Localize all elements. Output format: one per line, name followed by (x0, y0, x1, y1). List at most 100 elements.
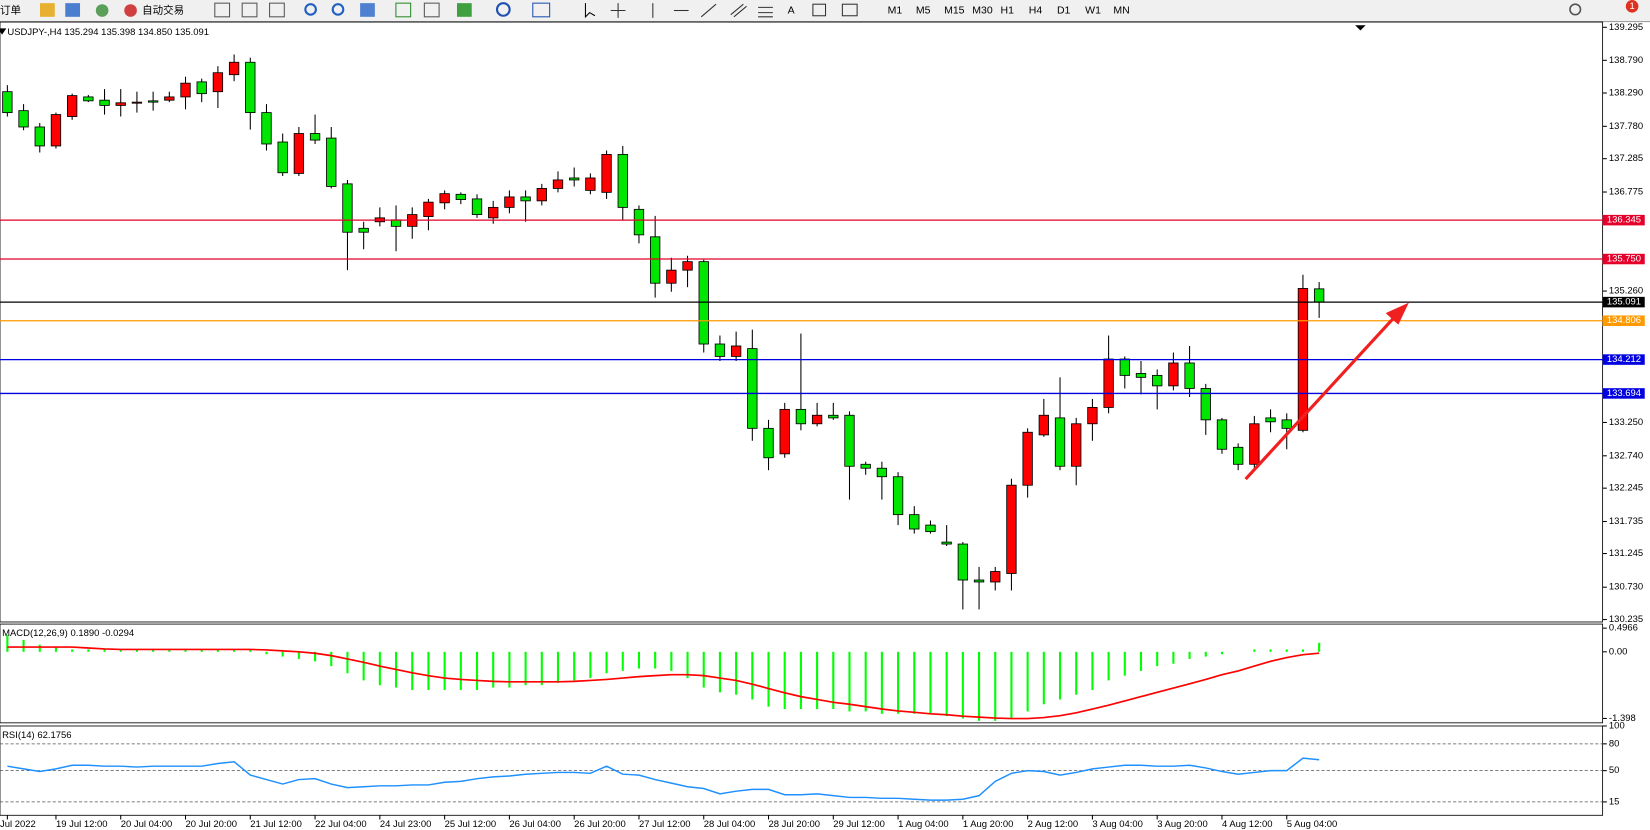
candle-body (326, 137, 337, 187)
timeframe-button[interactable]: M15 (944, 4, 965, 16)
timeframe-button[interactable]: MN (1113, 4, 1129, 16)
candle-body (973, 579, 985, 583)
arrows-tool[interactable] (841, 3, 858, 17)
timeframe-button[interactable]: W1 (1085, 4, 1101, 16)
fibo-tool[interactable] (758, 6, 773, 18)
candle-body (925, 524, 936, 533)
candle-body (941, 541, 952, 545)
y-tick-label: -1.398 (1609, 713, 1636, 724)
timeframe-button[interactable]: M30 (972, 4, 993, 16)
candle-body (115, 102, 126, 106)
icon[interactable] (65, 3, 81, 17)
auto-trade-button[interactable]: 自动交易 (142, 3, 184, 16)
icon[interactable] (423, 2, 440, 18)
candle-body (520, 196, 531, 202)
candle-body (1103, 358, 1114, 408)
rsi-title: RSI(14) 62.1756 (2, 730, 71, 741)
candle-body (569, 177, 580, 181)
candle-body (439, 193, 450, 204)
timeframe-button[interactable]: M5 (916, 4, 931, 16)
candle-body (1200, 388, 1211, 421)
candle-body (309, 133, 321, 141)
candle-body (1265, 417, 1276, 423)
candle-body (585, 177, 596, 191)
candle-body (471, 198, 483, 216)
candle-body (990, 571, 1001, 583)
x-tick-label: 25 Jul 12:00 (445, 819, 497, 830)
candle-body (342, 183, 353, 233)
candle-body (1313, 288, 1325, 303)
macd-title: MACD(12,26,9) 0.1890 -0.0294 (2, 628, 134, 639)
icon[interactable] (395, 2, 412, 18)
price-level-label: 135.091 (1607, 297, 1641, 308)
icon[interactable] (95, 4, 109, 17)
arrow-head (1385, 302, 1409, 325)
candle-body (779, 408, 790, 455)
timeframe-button[interactable]: H1 (1001, 4, 1015, 16)
main-panel (0, 21, 1604, 623)
x-tick-label: 1 Aug 20:00 (963, 819, 1014, 830)
y-tick-label: 135.260 (1609, 286, 1643, 297)
new-order-button[interactable]: 订单 (0, 4, 21, 16)
candle-body (228, 61, 240, 76)
price-level-tag (1602, 388, 1645, 399)
zoom-out[interactable] (331, 3, 345, 16)
y-tick-label: 132.245 (1609, 483, 1643, 494)
candle-body (83, 96, 94, 102)
timeframe-button[interactable]: M1 (888, 4, 903, 16)
templates-button[interactable] (532, 2, 551, 18)
macd-signal-line (7, 646, 1320, 720)
candle-body (358, 227, 369, 233)
zoom-in[interactable] (304, 3, 317, 16)
candle-body (488, 206, 499, 219)
chart-title: USDJPY-,H4 135.294 135.398 134.850 135.0… (7, 27, 209, 38)
trendline-tool[interactable] (700, 3, 717, 18)
auto-trade-icon[interactable] (124, 4, 137, 17)
candle-body (50, 114, 62, 147)
icon[interactable] (214, 2, 231, 18)
y-tick-label: 0.4966 (1609, 623, 1638, 634)
x-tick-label: 21 Jul 12:00 (250, 819, 302, 830)
y-tick-label: 132.740 (1609, 450, 1643, 461)
text-tool[interactable]: A (788, 4, 795, 16)
x-tick-label: 28 Jul 04:00 (704, 819, 756, 830)
periods-button[interactable] (495, 2, 511, 17)
candle-body (196, 81, 207, 95)
icon[interactable] (269, 2, 285, 18)
crosshair-tool[interactable] (610, 3, 626, 18)
price-level-tag (1602, 253, 1645, 265)
x-tick-label: 3 Aug 04:00 (1092, 819, 1143, 830)
channel-tool[interactable] (730, 3, 747, 18)
candle-body (277, 141, 288, 174)
x-tick-label: 19 Jul 12:00 (56, 819, 108, 830)
icon[interactable] (360, 3, 375, 17)
candle-body (552, 179, 564, 189)
y-tick-label: 80 (1609, 738, 1620, 749)
rsi-line (7, 757, 1320, 801)
icon[interactable] (241, 2, 258, 18)
timeframe-button[interactable]: D1 (1057, 4, 1071, 16)
y-tick-label: 0.00 (1609, 646, 1627, 657)
search-button[interactable] (1569, 3, 1582, 16)
candle-body (2, 91, 13, 114)
y-tick-label: 130.235 (1609, 614, 1643, 625)
icon[interactable] (40, 3, 55, 17)
candle-body (649, 236, 661, 284)
x-tick-label: 24 Jul 23:00 (380, 819, 432, 830)
candle-body (1119, 358, 1130, 376)
y-tick-label: 137.285 (1609, 153, 1643, 164)
candle-body (666, 269, 677, 284)
y-tick-label: 131.735 (1609, 516, 1643, 527)
x-tick-label: 20 Jul 04:00 (121, 819, 173, 830)
trend-arrow (1244, 302, 1409, 481)
cursor-tool[interactable] (584, 3, 596, 19)
timeframe-button[interactable]: H4 (1029, 4, 1043, 16)
indicators-button[interactable] (456, 3, 472, 17)
candle-body (1071, 423, 1082, 467)
alert-badge[interactable] (1625, 0, 1639, 13)
y-tick-label: 130.730 (1609, 582, 1643, 593)
candle-body (1152, 374, 1163, 387)
price-level-label: 134.806 (1607, 315, 1641, 326)
label-tool[interactable] (812, 3, 827, 17)
